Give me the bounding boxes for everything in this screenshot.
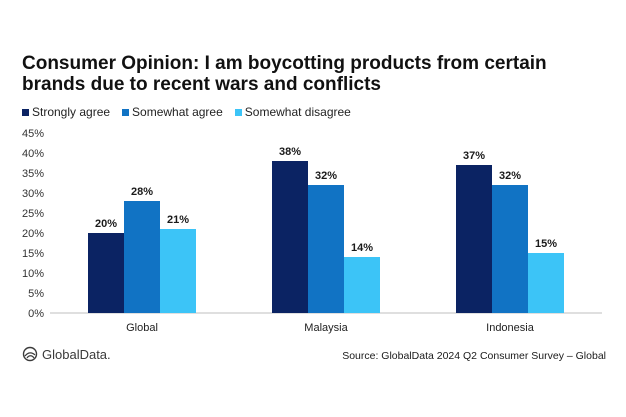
y-tick-label: 10% [22,268,44,280]
y-tick-label: 45% [22,128,44,140]
y-tick-label: 5% [28,288,44,300]
legend-item-somewhat-agree: Somewhat agree [122,105,223,119]
y-tick-label: 30% [22,188,44,200]
y-tick-label: 20% [22,228,44,240]
legend-label-somewhat-disagree: Somewhat disagree [244,105,351,119]
bar-strongly-agree-indonesia [456,165,492,313]
globaldata-logo: GlobalData. [22,346,111,362]
data-label: 32% [315,170,337,182]
legend-swatch-strongly-agree [22,108,29,116]
x-category-label: Global [126,322,158,334]
y-tick-label: 15% [22,248,44,260]
legend-item-strongly-agree: Strongly agree [22,105,110,119]
y-tick-label: 0% [28,308,44,320]
data-label: 28% [131,186,153,198]
globe-icon [22,346,38,362]
x-category-label: Malaysia [304,322,348,334]
data-label: 37% [463,150,485,162]
bar-somewhat-agree-malaysia [308,185,344,313]
y-tick-label: 25% [22,208,44,220]
legend-label-strongly-agree: Strongly agree [32,105,111,119]
bar-somewhat-disagree-indonesia [528,253,564,313]
data-label: 15% [535,238,557,250]
bar-somewhat-disagree-global [160,229,196,313]
legend-label-somewhat-agree: Somewhat agree [132,105,223,119]
bar-strongly-agree-global [88,233,124,313]
bar-somewhat-agree-indonesia [492,185,528,313]
x-category-label: Indonesia [486,322,535,334]
data-label: 14% [351,242,373,254]
data-label: 38% [279,146,301,158]
legend-swatch-somewhat-disagree [234,108,242,116]
data-label: 32% [499,170,521,182]
data-label: 20% [95,218,117,230]
chart-title: Consumer Opinion: I am boycotting produc… [22,53,547,95]
bar-somewhat-disagree-malaysia [344,257,380,313]
y-tick-label: 40% [22,148,44,160]
legend-item-somewhat-disagree: Somewhat disagree [234,105,351,119]
bar-strongly-agree-malaysia [272,161,308,313]
chart-legend: Strongly agree Somewhat agree Somewhat d… [22,105,363,119]
brand-name: GlobalData. [42,346,111,362]
data-label: 21% [167,214,189,226]
source-note: Source: GlobalData 2024 Q2 Consumer Surv… [342,350,606,362]
bar-somewhat-agree-global [124,201,160,313]
y-tick-label: 35% [22,168,44,180]
legend-swatch-somewhat-agree [122,108,130,116]
